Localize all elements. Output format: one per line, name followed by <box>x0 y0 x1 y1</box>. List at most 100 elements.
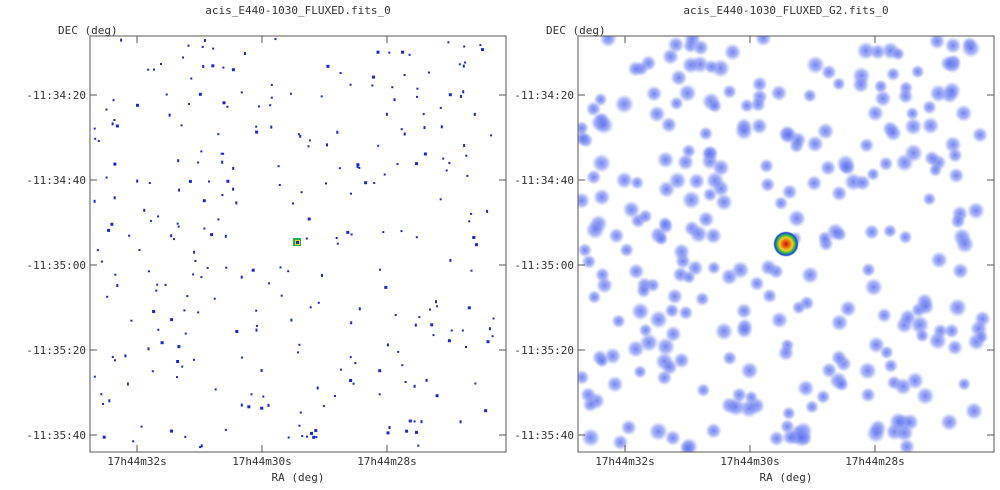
smoothed-event <box>735 302 753 320</box>
smoothed-event <box>660 116 678 134</box>
event-pixel <box>188 179 192 183</box>
event-pixel <box>152 310 156 313</box>
smoothed-event <box>637 208 653 224</box>
event-pixel <box>416 87 419 90</box>
panel-left-ylabel: DEC (deg) <box>58 24 118 37</box>
smoothed-event <box>917 297 935 316</box>
event-pixel <box>270 125 273 129</box>
event-pixel <box>418 316 421 319</box>
event-pixel <box>212 47 215 50</box>
event-pixel <box>445 169 448 172</box>
event-pixel <box>260 406 264 410</box>
event-pixel <box>202 65 205 68</box>
smoothed-event <box>903 143 924 163</box>
event-pixel <box>450 329 453 332</box>
smoothed-event <box>758 158 775 174</box>
smoothed-event <box>943 322 960 339</box>
event-pixel <box>197 311 200 314</box>
event-pixel <box>492 317 495 320</box>
event-pixel <box>491 335 494 338</box>
event-pixel <box>404 381 407 383</box>
event-pixel <box>290 318 293 322</box>
xtick-label: 17h44m30s <box>232 455 292 468</box>
smoothed-event <box>954 104 973 123</box>
event-pixel <box>160 341 164 345</box>
event-pixel <box>486 209 489 213</box>
event-pixel <box>217 133 220 136</box>
event-pixel <box>408 53 411 56</box>
event-pixel <box>197 161 200 164</box>
smoothed-event <box>585 169 602 186</box>
event-pixel <box>136 179 139 183</box>
event-pixel <box>326 64 330 68</box>
event-pixel <box>378 393 381 396</box>
smoothed-event <box>903 117 923 136</box>
event-pixel <box>200 444 203 448</box>
event-pixel <box>113 196 116 200</box>
event-pixel <box>473 112 476 116</box>
event-pixel <box>183 309 186 312</box>
event-pixel <box>250 393 253 396</box>
smoothed-event <box>657 216 673 232</box>
event-pixel <box>255 130 259 134</box>
smoothed-event <box>861 262 876 278</box>
event-pixel <box>222 101 226 105</box>
smoothed-event <box>751 76 768 93</box>
event-pixel <box>200 150 203 153</box>
smoothed-event <box>922 191 937 207</box>
event-pixel <box>435 300 437 304</box>
smoothed-event <box>876 307 893 324</box>
panel-right-yticks: -11:34:20 -11:34:40 -11:35:00 -11:35:20 … <box>514 89 994 442</box>
event-pixel <box>447 339 451 343</box>
event-pixel <box>93 375 96 378</box>
smoothed-event <box>611 313 626 329</box>
smoothed-event <box>615 171 634 190</box>
event-pixel <box>405 429 409 433</box>
source-core <box>296 241 299 244</box>
smoothed-event <box>585 100 602 117</box>
event-pixel <box>240 275 243 279</box>
smoothed-event <box>957 377 972 392</box>
event-pixel <box>147 270 150 273</box>
event-pixel <box>486 340 490 344</box>
smoothed-event <box>915 386 935 406</box>
smoothed-event <box>735 321 754 339</box>
event-pixel <box>170 234 173 238</box>
event-pixel <box>414 323 417 327</box>
event-pixel <box>177 159 180 163</box>
smoothed-event <box>928 36 946 50</box>
event-pixel <box>180 124 183 127</box>
event-pixel <box>388 51 391 54</box>
smoothed-event <box>578 120 590 136</box>
event-pixel <box>255 324 258 327</box>
event-pixel <box>435 394 439 398</box>
event-pixel <box>105 108 108 111</box>
event-pixel <box>297 133 300 136</box>
smoothed-event <box>940 54 958 72</box>
smoothed-event <box>888 411 908 431</box>
event-pixel <box>210 233 214 237</box>
event-pixel <box>352 382 355 385</box>
smoothed-event <box>819 159 837 177</box>
smoothed-event <box>866 167 881 182</box>
event-pixel <box>481 48 484 52</box>
event-pixel <box>364 181 368 185</box>
event-pixel <box>316 386 319 390</box>
smoothed-event <box>779 418 796 435</box>
event-pixel <box>192 273 195 276</box>
event-pixel <box>340 368 342 371</box>
event-pixel <box>408 419 412 423</box>
smoothed-event <box>898 229 913 245</box>
event-pixel <box>222 66 225 69</box>
event-pixel <box>472 236 476 239</box>
event-pixel <box>232 187 235 191</box>
event-pixel <box>300 191 303 194</box>
event-pixel <box>247 405 251 409</box>
smoothed-event <box>629 175 645 190</box>
smoothed-event <box>928 163 943 178</box>
smoothed-event <box>839 299 857 318</box>
event-pixel <box>448 93 452 97</box>
event-pixel <box>467 306 471 310</box>
smoothed-event <box>723 43 742 62</box>
